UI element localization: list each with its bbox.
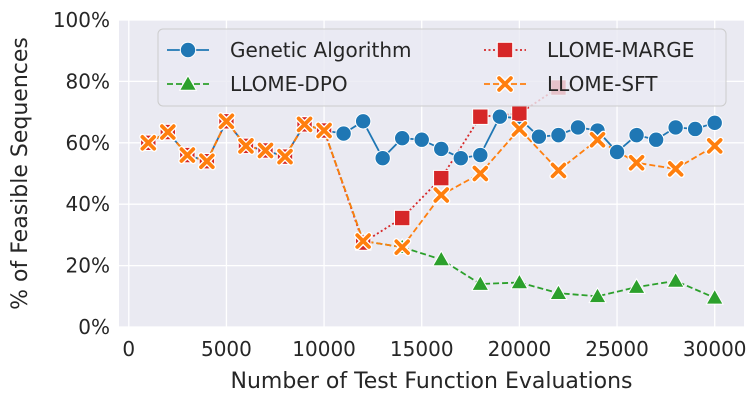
x-tick-label: 15000 [390,337,454,361]
llome-dpo-point [510,273,529,290]
llome-sft-point [471,164,490,183]
llome-marge-point [472,108,489,125]
genetic-algorithm-point [530,128,548,145]
y-tick-label: 80% [66,69,110,93]
llome-sft-point [432,185,451,205]
y-tick-label: 0% [78,315,110,339]
y-tick-label: 100% [53,8,110,32]
llome-sft-point [178,145,197,165]
llome-sft-point [666,159,685,179]
legend-marker-genetic-algorithm [179,41,197,59]
genetic-algorithm-point [628,126,645,144]
genetic-algorithm-point [354,113,372,130]
llome-marge-point [394,209,411,227]
genetic-algorithm-point [433,140,450,158]
llome-sft-point [158,122,177,142]
llome-sft-point [705,136,724,155]
legend-label-llome-dpo: LLOME-DPO [230,72,348,96]
x-tick-label: 10000 [292,337,356,361]
tick-labels: 0% 20% 40% 60% 80% 100% 0 5000 10000 15000 20000 25… [53,8,747,361]
llome-sft-point [139,133,158,152]
llome-marge-point [511,105,528,122]
legend-marker-llome-marge [496,41,514,59]
y-tick-label: 20% [66,254,110,278]
legend-box [157,28,727,107]
legend-marker-llome-dpo [178,74,198,91]
genetic-algorithm-point [413,131,430,148]
llome-sft-point [588,130,607,149]
llome-dpo-point [666,271,685,288]
legend-label-llome-sft: LLOME-SFT [547,72,658,96]
genetic-algorithm-point [686,120,704,138]
genetic-algorithm-point [491,108,509,125]
x-tick-label: 30000 [683,337,747,361]
llome-dpo-point [588,286,607,304]
llome-sft-point [627,153,646,172]
genetic-algorithm-point [706,114,723,132]
llome-dpo-point [627,277,646,294]
llome-sft-point [393,238,412,257]
llome-sft-point [510,119,529,139]
x-tick-label: 20000 [488,337,552,361]
x-tick-label: 0 [122,337,135,361]
llome-sft-point [549,161,568,180]
llome-sft-point [236,136,256,155]
x-axis-label: Number of Test Function Evaluations [231,369,633,394]
llome-sft-point [256,141,275,160]
llome-marge-point [433,169,450,187]
genetic-algorithm-point [374,149,391,167]
llome-dpo-point [471,274,490,291]
llome-sft-point [275,147,295,166]
llome-sft-point [314,121,334,140]
llome-sft-point [197,152,217,171]
genetic-algorithm-point [472,146,489,164]
genetic-algorithm-point [452,149,469,167]
y-tick-label: 40% [66,192,110,216]
genetic-algorithm-point [550,126,567,144]
genetic-algorithm-point [569,119,587,136]
genetic-algorithm-point [608,143,626,161]
y-tick-label: 60% [66,131,110,155]
legend-marker-llome-sft [495,74,515,94]
legend-label-llome-marge: LLOME-MARGE [547,38,694,62]
x-tick-label: 5000 [201,337,252,361]
legend: Genetic Algorithm LLOME-MARGE LLOME-DPO LLO… [157,28,727,107]
genetic-algorithm-point [667,119,684,136]
llome-sft-point [295,115,314,134]
llome-dpo-point [549,283,568,301]
genetic-algorithm-point [335,125,352,142]
llome-dpo-point [432,250,451,267]
legend-label-genetic-algorithm: Genetic Algorithm [230,38,411,62]
genetic-algorithm-point [647,131,665,148]
x-tick-label: 25000 [585,337,649,361]
llome-sft-point [354,231,373,251]
series-markers [139,79,724,305]
genetic-algorithm-point [394,129,411,147]
llome-dpo-line [147,119,716,299]
y-axis-label: % of Feasible Sequences [8,37,33,310]
llome-sft-point [217,112,236,131]
llome-dpo-point [705,288,724,305]
